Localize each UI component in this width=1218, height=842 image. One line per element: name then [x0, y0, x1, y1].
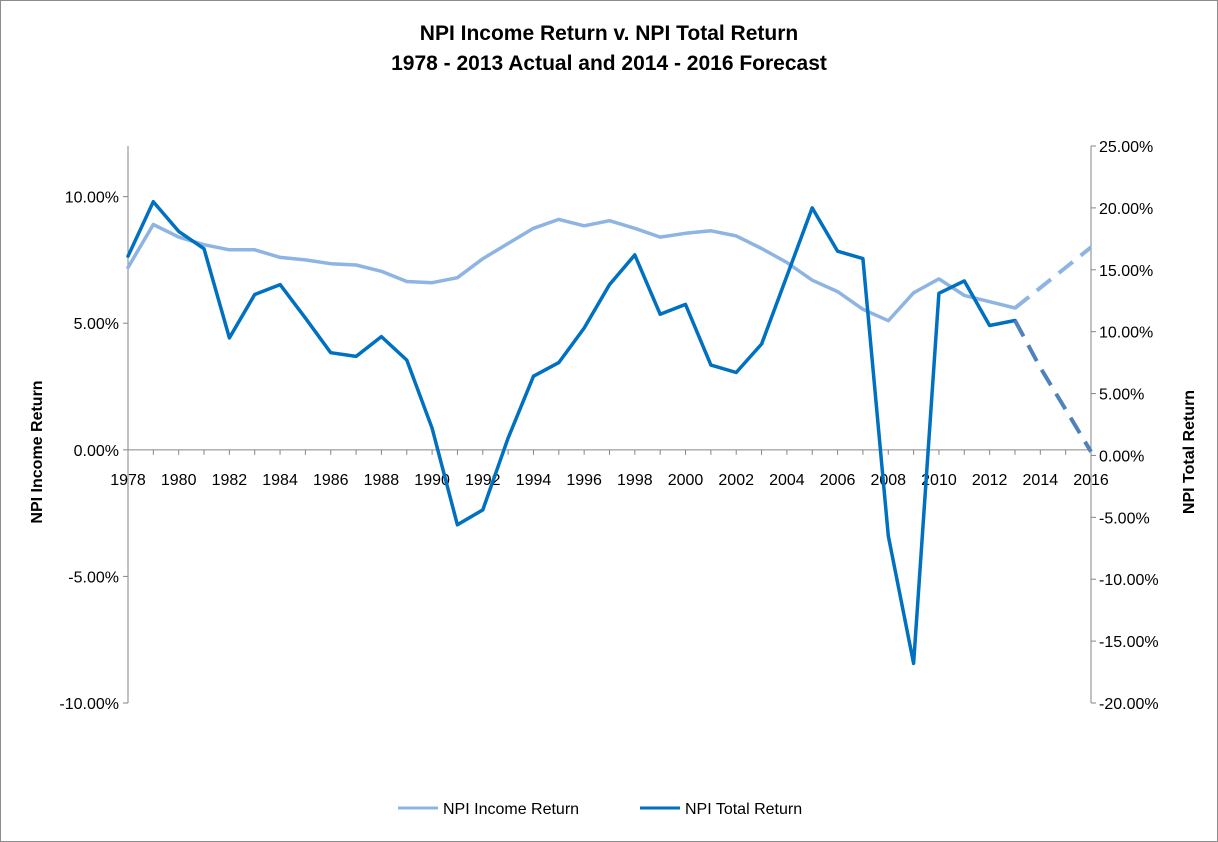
- x-tick-label: 2016: [1073, 472, 1109, 489]
- x-tick-label: 2012: [972, 472, 1008, 489]
- series-line-actual-income: [126, 217, 1017, 323]
- y-right-tick-label: 5.00%: [1099, 387, 1144, 404]
- legend-label-income: NPI Income Return: [443, 801, 579, 818]
- series-layer: [126, 199, 1093, 666]
- y-right-axis-title: NPI Total Return: [1181, 390, 1198, 514]
- y-left-axis-title: NPI Income Return: [29, 380, 46, 523]
- x-tick-label: 1996: [566, 472, 602, 489]
- y-right-tick-label: 20.00%: [1099, 201, 1153, 218]
- x-tick-label: 2014: [1023, 472, 1059, 489]
- x-tick-label: 1994: [516, 472, 552, 489]
- x-tick-label: 2004: [769, 472, 805, 489]
- x-tick-label: 1986: [313, 472, 349, 489]
- y-right-tick-label: 15.00%: [1099, 263, 1153, 280]
- y-right-tick-label: 25.00%: [1099, 139, 1153, 156]
- y-right-tick-label: -15.00%: [1099, 634, 1159, 651]
- legend: NPI Income Return NPI Total Return: [398, 801, 802, 818]
- chart-subtitle: 1978 - 2013 Actual and 2014 - 2016 Forec…: [391, 52, 827, 75]
- y-right-tick-label: -10.00%: [1099, 572, 1159, 589]
- x-tick-label: 1978: [110, 472, 146, 489]
- y-left-tick-label: 10.00%: [65, 190, 119, 207]
- y-left-tick-label: -5.00%: [68, 569, 119, 586]
- y-right-tick-label: 0.00%: [1099, 448, 1144, 465]
- x-tick-label: 1988: [364, 472, 400, 489]
- series-line-actual-total: [126, 199, 1017, 666]
- x-tick-label: 2002: [718, 472, 754, 489]
- y-left-tick-label: 5.00%: [74, 316, 119, 333]
- series-line-forecast-total: [1013, 319, 1093, 453]
- y-right-tick-label: 10.00%: [1099, 325, 1153, 342]
- legend-label-total: NPI Total Return: [685, 801, 802, 818]
- x-tick-label: 1990: [414, 472, 450, 489]
- x-tick-label: 2006: [820, 472, 856, 489]
- y-left-tick-label: -10.00%: [59, 696, 119, 713]
- x-tick-label: 1982: [212, 472, 248, 489]
- y-right-tick-label: -5.00%: [1099, 510, 1150, 527]
- x-tick-label: 1984: [262, 472, 298, 489]
- chart-title: NPI Income Return v. NPI Total Return: [420, 22, 798, 45]
- y-left-tick-label: 0.00%: [74, 443, 119, 460]
- x-tick-label: 1998: [617, 472, 653, 489]
- x-tick-label: 2008: [870, 472, 906, 489]
- x-tick-label: 1980: [161, 472, 197, 489]
- x-tick-label: 2010: [921, 472, 957, 489]
- y-right-tick-label: -20.00%: [1099, 696, 1159, 713]
- x-tick-label: 2000: [668, 472, 704, 489]
- axes: 10.00% 5.00% 0.00% -5.00% -10.00% 25.00% 20.00…: [59, 139, 1158, 713]
- series-line-forecast-income: [1013, 245, 1093, 310]
